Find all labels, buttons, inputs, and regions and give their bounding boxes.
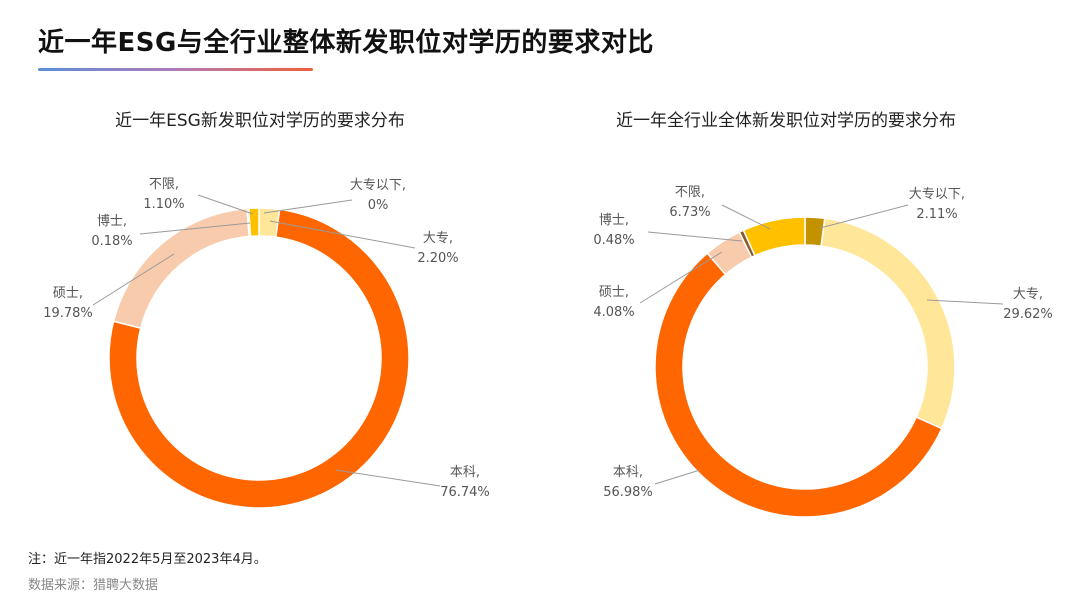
slice-category-label: 大专,	[423, 231, 453, 246]
slice-value-label: 19.78%	[43, 306, 93, 321]
slice-value-label: 0.18%	[91, 234, 132, 249]
slice-category-label: 大专以下,	[350, 178, 406, 193]
slice-value-label: 76.74%	[440, 485, 490, 500]
leader-line-0-2	[335, 469, 441, 487]
slice-value-label: 6.73%	[669, 205, 710, 220]
slice-category-label: 不限,	[149, 177, 179, 192]
leader-line-0-0	[263, 199, 353, 214]
leader-line-1-1	[926, 299, 1004, 305]
donut-chart-all-industry: 大专以下, 2.11% 大专, 29.62% 本科, 56.98% 硕士, 4.08% 博士, 0…	[593, 185, 1053, 518]
donut-slice-0-2	[108, 208, 410, 509]
slice-category-label: 博士,	[599, 213, 629, 228]
leader-line-1-2	[654, 469, 701, 485]
slice-category-label: 本科,	[450, 465, 480, 480]
chart-title-esg: 近一年ESG新发职位对学历的要求分布	[115, 111, 405, 131]
page-title: 近一年ESG与全行业整体新发职位对学历的要求对比	[38, 28, 654, 58]
leader-line-0-5	[197, 194, 254, 215]
donut-slice-1-1	[820, 217, 956, 430]
leader-line-1-0	[819, 204, 909, 229]
leader-line-0-1	[269, 220, 416, 249]
title-underline	[38, 68, 313, 71]
donut-chart-esg: 大专以下, 0% 大专, 2.20% 本科, 76.74% 硕士, 19.78% 博士, 0.18…	[43, 177, 490, 509]
leader-line-0-4	[139, 222, 251, 235]
donut-slice-0-3	[112, 207, 251, 330]
slice-value-label: 0%	[368, 198, 389, 213]
donut-slice-1-5	[742, 216, 806, 257]
leader-line-0-3	[92, 253, 175, 306]
slice-category-label: 硕士,	[599, 285, 629, 300]
slice-value-label: 2.11%	[916, 207, 957, 222]
slice-value-label: 29.62%	[1003, 307, 1053, 322]
slice-value-label: 2.20%	[417, 251, 458, 266]
donut-slice-1-2	[654, 252, 943, 518]
slice-category-label: 本科,	[613, 465, 643, 480]
slice-category-label: 硕士,	[53, 286, 83, 301]
leader-line-1-4	[647, 231, 743, 242]
slice-value-label: 4.08%	[593, 305, 634, 320]
slice-value-label: 0.48%	[593, 233, 634, 248]
slice-category-label: 不限,	[675, 185, 705, 200]
slice-value-label: 56.98%	[603, 485, 653, 500]
leader-line-1-5	[721, 204, 771, 230]
slice-category-label: 博士,	[97, 214, 127, 229]
chart-title-all-industry: 近一年全行业全体新发职位对学历的要求分布	[616, 111, 956, 131]
footnote: 注：近一年指2022年5月至2023年4月。	[28, 552, 267, 567]
slice-category-label: 大专以下,	[909, 187, 965, 202]
slice-value-label: 1.10%	[143, 197, 184, 212]
donut-slice-0-5	[247, 207, 260, 238]
slice-category-label: 大专,	[1013, 287, 1043, 302]
data-source: 数据来源：猎聘大数据	[28, 578, 159, 593]
leader-line-1-3	[639, 251, 723, 304]
